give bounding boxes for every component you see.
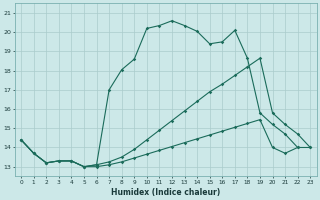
X-axis label: Humidex (Indice chaleur): Humidex (Indice chaleur) [111, 188, 220, 197]
